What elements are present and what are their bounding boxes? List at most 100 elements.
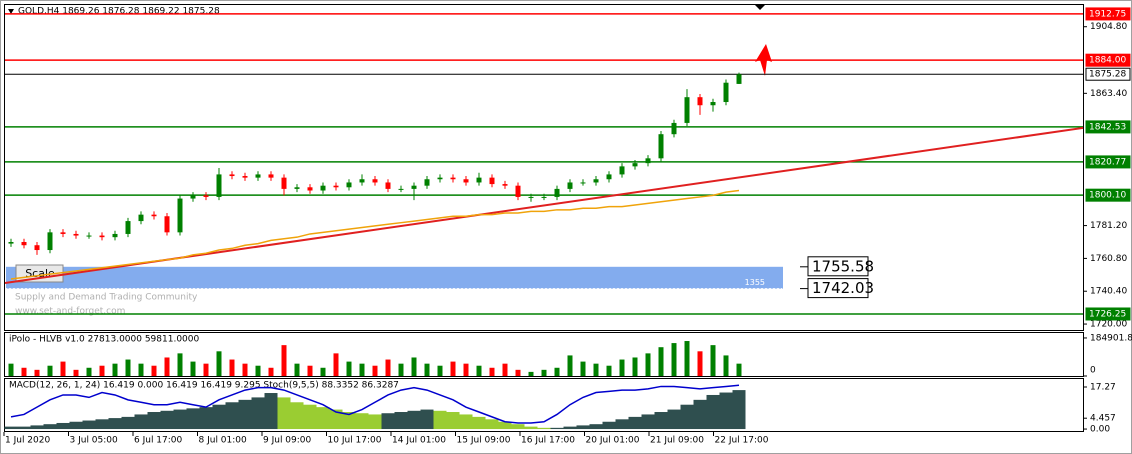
macd-bar [732,390,746,430]
candle-body [515,185,521,197]
candle-body [645,158,651,164]
candle-body [47,232,53,251]
volume-bar [736,363,742,376]
macd-bar [95,419,109,430]
macd-bar [251,397,265,430]
candle-body [450,177,456,180]
x-tick-label: 3 Jul 05:00 [70,436,119,446]
macd-bar [147,412,161,430]
macd-bar [524,426,538,430]
macd-bar [615,419,629,430]
candle-body [60,232,66,234]
candle-body [294,187,300,189]
volume-bar [255,365,261,376]
candle-body [177,198,183,233]
x-tick-label: 21 Jul 09:00 [650,436,704,446]
volume-tick-label: 0 [1090,366,1096,376]
macd-bar [641,414,655,430]
macd-bar [680,404,694,430]
y-tick-label: 1740.40 [1090,287,1127,297]
candle-body [385,182,391,189]
candle-body [424,179,430,186]
level-label-box [1085,307,1131,321]
main-panel [4,4,1084,331]
macd-bar [43,424,57,430]
y-tick-label: 1904.80 [1090,22,1127,32]
x-tick-label: 16 Jul 17:00 [521,436,575,446]
volume-bar [99,365,105,376]
candle-body [541,196,547,198]
level-label: 1912.75 [1089,9,1126,19]
candle-body [437,177,443,180]
volume-bar [567,355,573,376]
menu-arrow[interactable] [8,9,14,14]
macd-bar [134,414,148,430]
macd-bar [82,420,96,430]
macd-bar [433,410,447,430]
candle-body [190,195,196,199]
level-label-box [1085,120,1131,134]
macd-bar [368,414,382,430]
x-tick-label: 10 Jul 17:00 [328,436,382,446]
macd-bar [628,416,642,430]
scale-button[interactable] [15,264,64,283]
watermark: www.set-and-forget.com [15,307,125,317]
volume-bar [60,361,66,376]
candle-body [502,184,508,186]
volume-bar [450,361,456,376]
macd-bar [511,424,525,430]
candle-body [268,174,274,178]
volume-bar [333,353,339,376]
candle-body [658,134,664,159]
y-tick-label: 1720.00 [1090,320,1127,330]
macd-bar [602,421,616,430]
volume-bar [164,357,170,376]
candle-body [476,177,482,183]
level-label-box [1085,155,1131,169]
macd-bar [4,426,18,430]
macd-bar [56,422,70,430]
candle-body [255,174,261,178]
candle-body [333,185,339,188]
candle-body [203,195,209,197]
macd-bar [329,409,343,430]
candle-body [112,233,118,238]
candle-body [736,74,742,84]
y-tick-label: 1863.40 [1090,89,1127,99]
x-tick-label: 14 Jul 01:00 [392,436,446,446]
macd-title: MACD(12, 26, 1, 24) 16.419 0.000 16.419 … [9,381,399,391]
candle-body [372,179,378,183]
x-tick-label: 9 Jul 09:00 [263,436,312,446]
volume-bar [697,351,703,376]
x-tick-label: 6 Jul 17:00 [134,436,183,446]
volume-bar [723,355,729,376]
candle-body [554,188,560,197]
x-tick-label: 22 Jul 17:00 [715,436,769,446]
volume-bar [645,353,651,376]
volume-bar [437,365,443,376]
stoch-line [10,384,740,424]
candle-body [320,185,326,191]
level-label-box [1085,53,1131,67]
candle-body [411,185,417,189]
volume-bar [424,363,430,376]
level-label: 1884.00 [1089,56,1126,66]
volume-bar [177,353,183,376]
macd-bar [394,412,408,430]
candle-body [489,177,495,185]
macd-bar [498,421,512,430]
volume-bar [47,365,53,376]
level-label: 1726.25 [1089,309,1126,319]
candle-body [86,235,92,237]
macd-bar [173,409,187,430]
volume-bar [294,363,300,376]
volume-bar [554,367,560,376]
macd-bar [264,393,278,430]
candle-body [567,182,573,189]
macd-panel [4,378,1084,432]
moving-average [10,189,740,280]
level-label-box [1085,188,1131,202]
macd-bar [160,410,174,430]
macd-bar [420,409,434,430]
